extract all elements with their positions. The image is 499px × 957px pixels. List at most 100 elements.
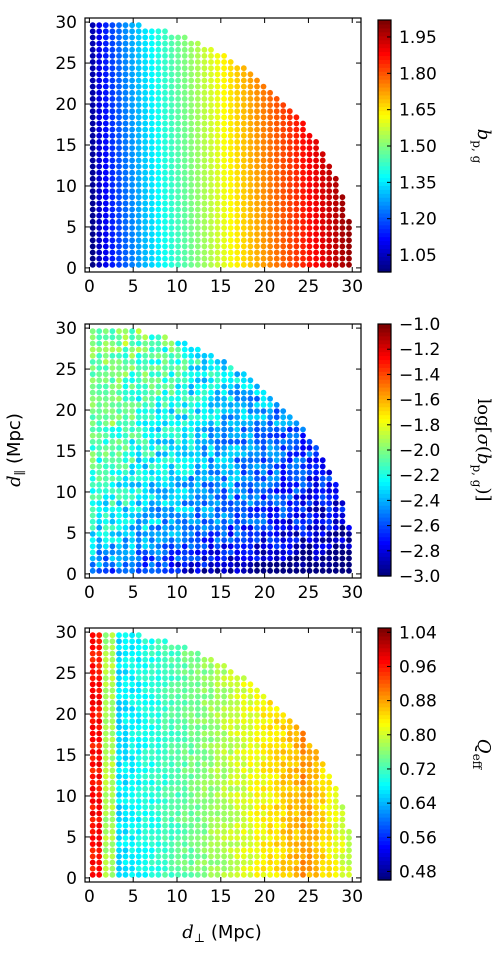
data-point xyxy=(188,847,195,854)
data-point xyxy=(168,365,175,371)
data-point xyxy=(109,675,116,682)
data-point xyxy=(201,531,208,537)
data-point xyxy=(102,34,109,41)
data-point xyxy=(89,669,96,675)
data-point xyxy=(286,463,293,470)
data-point xyxy=(293,494,300,500)
data-point xyxy=(181,669,188,675)
data-point xyxy=(221,169,228,176)
data-point xyxy=(194,687,201,694)
y-tick-label: 25 xyxy=(55,360,77,380)
data-point xyxy=(201,414,208,421)
data-point xyxy=(89,712,96,718)
data-point xyxy=(293,853,300,860)
data-point xyxy=(280,810,287,817)
data-point xyxy=(214,126,221,133)
data-point xyxy=(254,102,260,108)
data-point xyxy=(286,736,293,743)
data-point xyxy=(155,847,162,854)
data-point xyxy=(162,65,168,72)
data-point xyxy=(155,157,162,164)
data-point xyxy=(168,567,175,574)
data-point xyxy=(129,359,136,365)
data-point xyxy=(221,255,228,262)
data-point xyxy=(168,561,175,568)
colorbar-segment xyxy=(378,505,391,510)
data-point xyxy=(188,53,195,59)
data-point xyxy=(194,779,201,786)
data-point xyxy=(247,182,254,188)
data-point xyxy=(326,555,333,562)
data-point xyxy=(306,531,313,537)
data-point xyxy=(221,120,228,127)
data-point xyxy=(102,742,109,749)
data-point xyxy=(96,218,103,225)
data-point xyxy=(240,853,247,860)
data-point xyxy=(181,555,188,562)
data-point xyxy=(254,555,260,562)
data-point xyxy=(214,402,221,408)
data-point xyxy=(194,841,201,847)
data-point xyxy=(306,212,313,219)
data-point xyxy=(273,512,280,519)
data-point xyxy=(122,225,129,231)
data-point xyxy=(273,261,280,268)
data-point xyxy=(194,712,201,718)
data-point xyxy=(155,469,162,476)
data-point xyxy=(142,531,149,537)
data-point xyxy=(181,755,188,761)
data-point xyxy=(313,139,319,145)
data-point xyxy=(254,549,260,556)
colorbar-segment xyxy=(378,90,391,96)
data-point xyxy=(293,157,300,164)
data-point xyxy=(214,77,221,84)
data-point xyxy=(247,767,254,774)
data-point xyxy=(135,669,142,675)
data-point xyxy=(155,524,162,531)
data-point xyxy=(254,871,260,878)
data-point xyxy=(267,157,273,164)
data-point xyxy=(102,638,109,645)
data-point xyxy=(89,340,96,347)
data-point xyxy=(293,243,300,250)
data-point xyxy=(194,730,201,737)
data-point xyxy=(162,500,168,507)
data-point xyxy=(175,792,182,798)
data-point xyxy=(116,132,122,139)
data-point xyxy=(122,194,129,201)
data-point xyxy=(148,853,155,860)
data-point xyxy=(306,475,313,482)
data-point xyxy=(260,531,267,537)
data-point xyxy=(129,822,136,829)
data-point xyxy=(273,730,280,737)
data-point xyxy=(332,531,339,537)
data-point xyxy=(188,71,195,78)
data-point xyxy=(313,188,319,195)
data-point xyxy=(142,644,149,651)
data-point xyxy=(96,389,103,396)
data-point xyxy=(162,346,168,353)
data-point xyxy=(260,108,267,115)
data-point xyxy=(267,699,273,706)
data-point xyxy=(188,102,195,108)
data-point xyxy=(168,212,175,219)
data-point xyxy=(280,835,287,841)
data-point xyxy=(116,518,122,525)
data-point xyxy=(142,706,149,712)
data-point xyxy=(234,102,241,108)
data-point xyxy=(109,506,116,513)
data-point xyxy=(135,402,142,408)
data-point xyxy=(254,804,260,811)
data-point xyxy=(155,779,162,786)
data-point xyxy=(280,139,287,145)
data-point xyxy=(234,853,241,860)
data-point xyxy=(247,730,254,737)
data-point xyxy=(155,182,162,188)
data-point xyxy=(319,798,326,804)
colorbar-segment xyxy=(378,639,391,645)
data-point xyxy=(319,182,326,188)
data-point xyxy=(109,432,116,439)
colorbar-tick-label: 1.35 xyxy=(399,173,437,193)
data-point xyxy=(208,730,214,737)
data-point xyxy=(122,841,129,847)
